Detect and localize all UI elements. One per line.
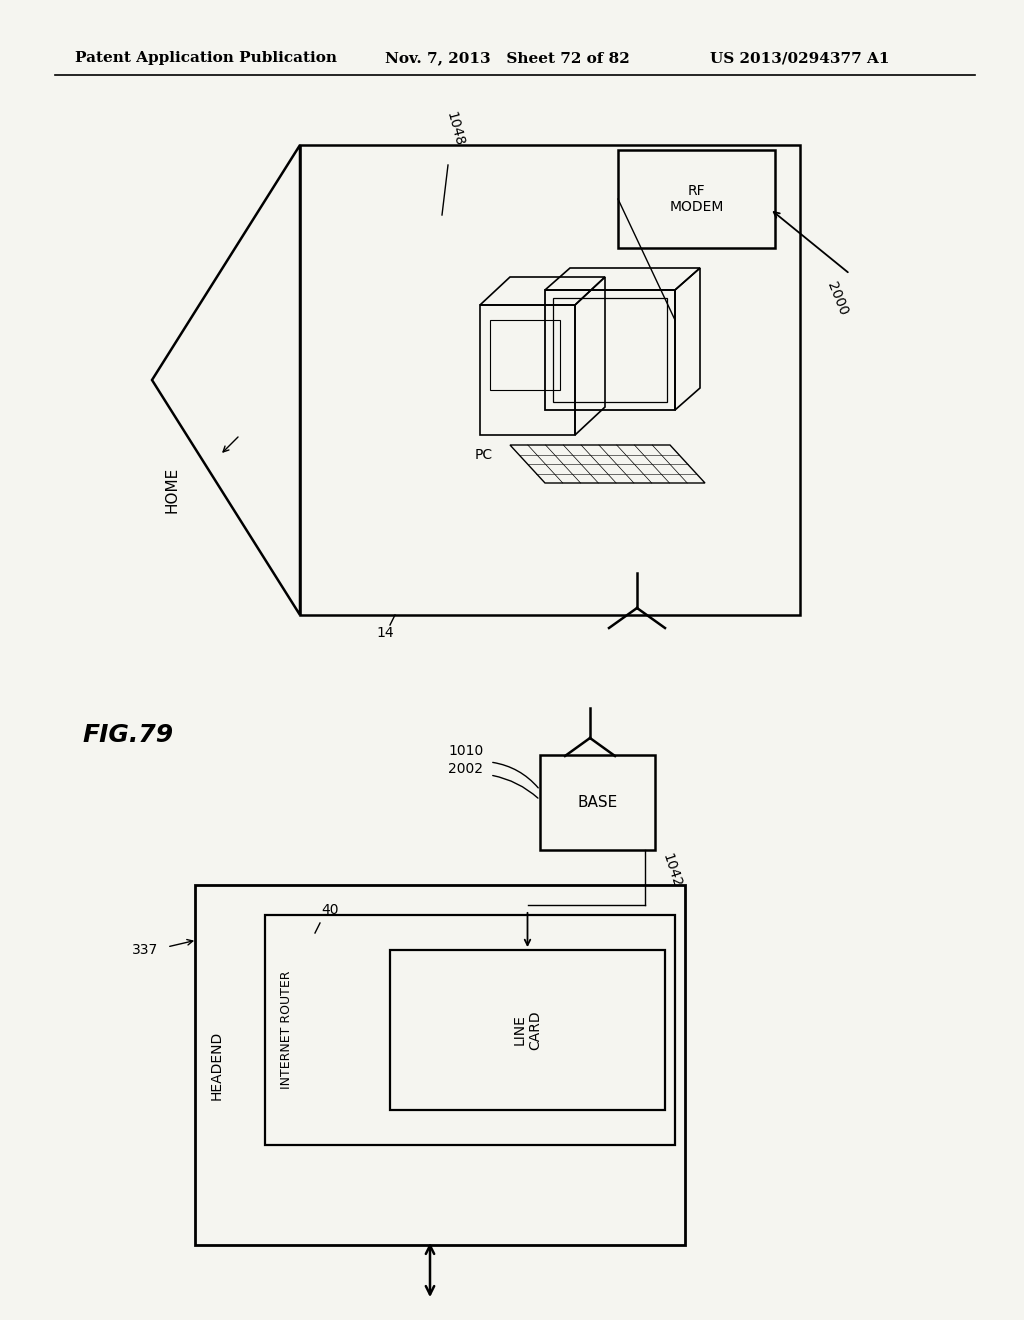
- Text: Patent Application Publication: Patent Application Publication: [75, 51, 337, 65]
- Text: 1042: 1042: [660, 851, 684, 888]
- Text: RF
MODEM: RF MODEM: [670, 183, 724, 214]
- Text: 1048: 1048: [443, 111, 466, 148]
- Text: 337: 337: [132, 942, 158, 957]
- Text: 14: 14: [376, 626, 394, 640]
- Text: 2000: 2000: [824, 280, 850, 318]
- Text: 1010: 1010: [449, 744, 483, 758]
- Text: US 2013/0294377 A1: US 2013/0294377 A1: [710, 51, 890, 65]
- Text: HEADEND: HEADEND: [210, 1031, 224, 1100]
- Text: HOME: HOME: [165, 467, 179, 513]
- Text: BASE: BASE: [578, 795, 617, 810]
- Text: PC: PC: [475, 447, 494, 462]
- Text: LINE
CARD: LINE CARD: [512, 1010, 543, 1049]
- Text: FIG.79: FIG.79: [82, 723, 173, 747]
- Text: 2002: 2002: [449, 762, 483, 776]
- Text: INTERNET ROUTER: INTERNET ROUTER: [281, 970, 294, 1089]
- Text: 40: 40: [322, 903, 339, 917]
- Text: Nov. 7, 2013   Sheet 72 of 82: Nov. 7, 2013 Sheet 72 of 82: [385, 51, 630, 65]
